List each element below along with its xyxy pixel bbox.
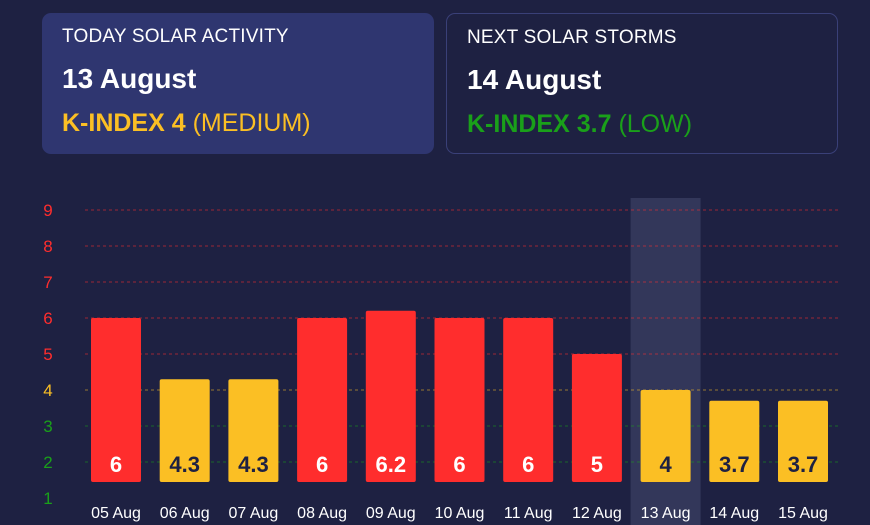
x-tick-label: 10 Aug <box>435 505 485 522</box>
bar-value-label: 6.2 <box>376 452 407 477</box>
x-tick-label: 11 Aug <box>504 505 553 522</box>
today-card-label: TODAY SOLAR ACTIVITY <box>62 26 289 47</box>
y-tick-label: 6 <box>43 309 52 328</box>
bar-value-label: 4 <box>659 452 672 477</box>
y-tick-label: 8 <box>43 237 52 256</box>
y-tick-label: 9 <box>43 201 52 220</box>
bar-value-label: 6 <box>316 452 328 477</box>
bar-value-label: 3.7 <box>719 452 750 477</box>
bar <box>365 310 416 482</box>
bar-value-label: 3.7 <box>788 452 819 477</box>
next-kindex-level: (LOW) <box>618 110 693 138</box>
y-tick-label: 1 <box>43 489 52 508</box>
today-kindex-value: K-INDEX 4 <box>62 109 186 137</box>
bar <box>503 318 554 482</box>
next-card-label: NEXT SOLAR STORMS <box>467 27 677 48</box>
next-card-kindex: K-INDEX 3.7 (LOW) <box>467 109 817 139</box>
x-tick-label: 12 Aug <box>572 505 622 522</box>
bar-value-label: 6 <box>453 452 465 477</box>
y-tick-label: 7 <box>43 273 52 292</box>
x-tick-label: 06 Aug <box>160 505 210 522</box>
bar <box>91 318 141 482</box>
bar <box>434 318 485 482</box>
bar-value-label: 4.3 <box>169 452 200 477</box>
x-tick-label: 07 Aug <box>228 505 278 522</box>
next-kindex-value: K-INDEX 3.7 <box>467 110 612 138</box>
x-tick-label: 14 Aug <box>709 505 759 522</box>
bar <box>297 318 348 482</box>
bar <box>709 400 760 482</box>
x-tick-label: 08 Aug <box>297 505 347 522</box>
today-card-kindex: K-INDEX 4 (MEDIUM) <box>62 108 414 138</box>
today-activity-card: TODAY SOLAR ACTIVITY 13 August K-INDEX 4… <box>42 13 434 154</box>
today-kindex-level: (MEDIUM) <box>192 109 311 137</box>
bar <box>640 390 691 482</box>
x-tick-label: 13 Aug <box>641 505 691 522</box>
y-tick-label: 2 <box>43 453 52 472</box>
bar <box>778 400 828 482</box>
next-storms-card: NEXT SOLAR STORMS 14 August K-INDEX 3.7 … <box>446 13 838 154</box>
bar <box>228 379 279 482</box>
x-tick-label: 15 Aug <box>778 505 828 522</box>
bar-value-label: 6 <box>522 452 534 477</box>
x-tick-label: 05 Aug <box>91 505 141 522</box>
today-card-date: 13 August <box>62 63 197 94</box>
bar <box>571 354 622 482</box>
bar-value-label: 5 <box>591 452 603 477</box>
y-tick-label: 5 <box>43 345 52 364</box>
y-tick-label: 4 <box>43 381 52 400</box>
y-tick-label: 3 <box>43 417 52 436</box>
bar-value-label: 4.3 <box>238 452 269 477</box>
bar <box>159 379 210 482</box>
next-card-date: 14 August <box>467 64 602 95</box>
bar-value-label: 6 <box>110 452 122 477</box>
x-tick-label: 09 Aug <box>366 505 416 522</box>
